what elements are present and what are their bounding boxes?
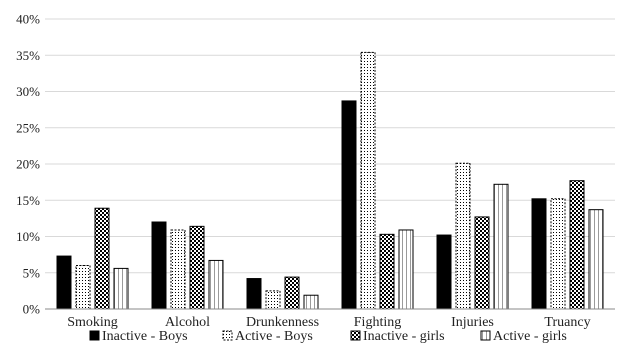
bar-vlines-truancy	[588, 209, 604, 310]
bar-dots-alcohol	[170, 229, 186, 310]
bar-dots-injuries	[455, 162, 471, 310]
bar-checker-truancy	[569, 180, 585, 310]
bar-vlines-drunkenness	[303, 294, 319, 310]
bar-solid-smoking	[56, 255, 72, 310]
legend-swatch-solid	[89, 330, 100, 341]
legend: Inactive - Boys Active - Boys Inactive - g…	[89, 329, 567, 344]
bar-vlines-smoking	[113, 267, 129, 310]
bar-dots-smoking	[75, 265, 91, 310]
bar-solid-injuries	[436, 234, 452, 310]
category-label: Smoking	[67, 315, 118, 330]
legend-label: Inactive - girls	[363, 329, 445, 344]
category-label: Drunkenness	[246, 315, 319, 330]
gridlines	[45, 18, 615, 274]
y-tick-label: 10%	[16, 229, 40, 244]
y-tick-label: 30%	[16, 84, 40, 99]
bar-dots-drunkenness	[265, 290, 281, 310]
legend-label: Inactive - Boys	[102, 329, 188, 344]
bar-vlines-alcohol	[208, 259, 224, 310]
y-tick-label: 5%	[23, 265, 41, 280]
y-tick-label: 0%	[23, 302, 41, 317]
bar-solid-drunkenness	[246, 278, 262, 310]
bar-solid-alcohol	[151, 221, 167, 310]
bar-checker-drunkenness	[284, 276, 300, 310]
y-tick-label: 40%	[16, 12, 40, 27]
category-label: Fighting	[354, 315, 401, 330]
legend-swatch-dots	[222, 330, 233, 341]
category-label: Truancy	[544, 315, 590, 330]
bar-solid-fighting	[341, 100, 357, 310]
legend-swatch-checker	[350, 330, 361, 341]
bar-checker-smoking	[94, 207, 110, 310]
category-label: Injuries	[451, 315, 494, 330]
bar-solid-truancy	[531, 198, 547, 310]
legend-label: Active - Boys	[235, 329, 313, 344]
category-label: Alcohol	[165, 315, 210, 330]
y-tick-label: 20%	[16, 157, 40, 172]
bar-checker-fighting	[379, 233, 395, 310]
bars	[56, 51, 604, 310]
y-tick-label: 25%	[16, 120, 40, 135]
legend-label: Active - girls	[493, 329, 567, 344]
y-tick-label: 35%	[16, 48, 40, 63]
bar-checker-alcohol	[189, 225, 205, 310]
bar-checker-injuries	[474, 216, 490, 310]
bar-vlines-fighting	[398, 229, 414, 310]
bar-dots-truancy	[550, 198, 566, 310]
y-axis-tick-labels: 0% 5% 10% 15% 20% 25% 30% 35% 40%	[16, 12, 40, 317]
x-axis-category-labels: Smoking Alcohol Drunkenness Fighting Injurie…	[67, 315, 590, 330]
bar-dots-fighting	[360, 51, 376, 310]
bar-vlines-injuries	[493, 183, 509, 310]
y-tick-label: 15%	[16, 193, 40, 208]
legend-swatch-vlines	[480, 330, 491, 341]
